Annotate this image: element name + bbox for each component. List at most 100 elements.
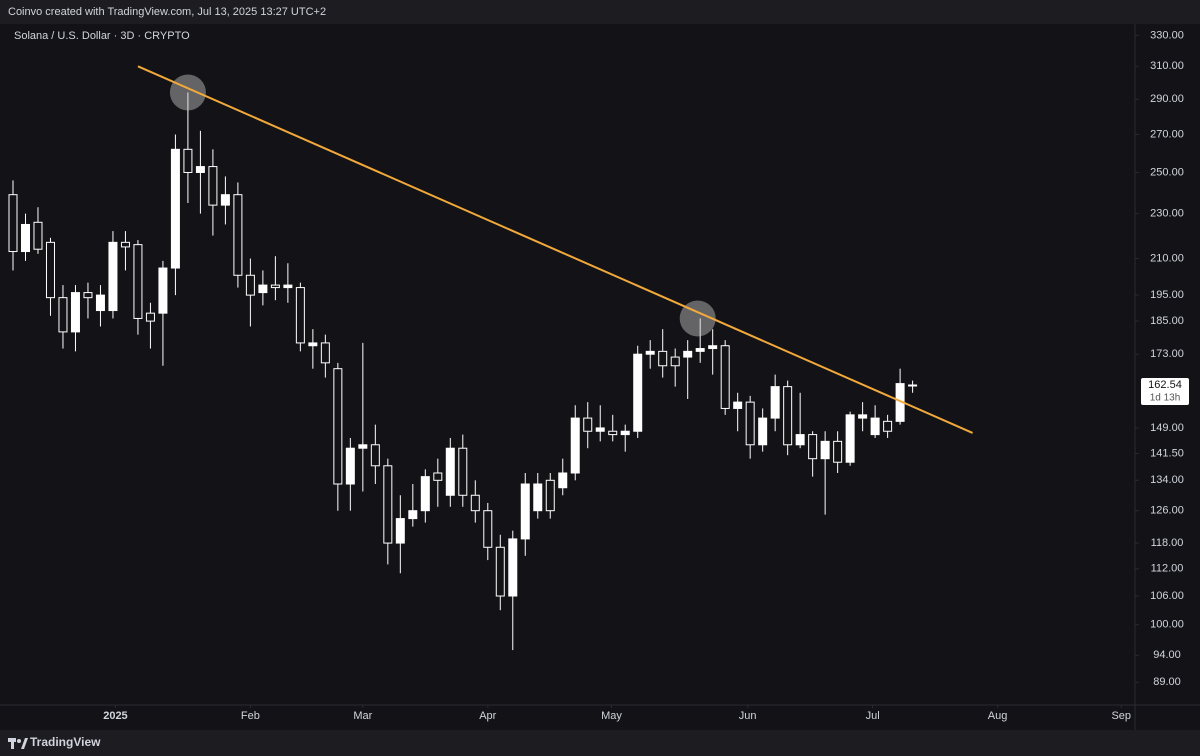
candle-body xyxy=(245,274,255,296)
candle-body xyxy=(620,430,630,436)
candle-body xyxy=(233,194,243,276)
candle-body xyxy=(670,356,680,367)
candle-body xyxy=(533,483,543,512)
candle-body xyxy=(183,148,193,173)
logo xyxy=(8,738,28,749)
candle-body xyxy=(270,284,280,289)
candle-body xyxy=(20,223,30,253)
candle-body xyxy=(583,417,593,432)
y-tick-label: 106.00 xyxy=(1150,590,1184,602)
candle-body xyxy=(108,241,118,312)
candle-body xyxy=(170,148,180,269)
candle-body xyxy=(708,345,718,350)
y-tick-label: 310.00 xyxy=(1150,60,1184,72)
candle-body xyxy=(808,434,818,460)
y-tick-label: 149.00 xyxy=(1150,422,1184,434)
y-tick-label: 89.00 xyxy=(1153,676,1181,688)
candle-body xyxy=(395,518,405,544)
last-price-label: 162.54 xyxy=(1148,379,1182,391)
x-tick-label: May xyxy=(601,710,622,722)
candle-body xyxy=(758,417,768,446)
candle-body xyxy=(495,546,505,597)
candle-body xyxy=(295,287,305,344)
candle-body xyxy=(370,444,380,467)
candle-body xyxy=(883,420,893,432)
top-bar xyxy=(0,0,1200,24)
x-tick-label: Feb xyxy=(241,710,260,722)
y-tick-label: 230.00 xyxy=(1150,208,1184,220)
candle-body xyxy=(520,483,530,540)
x-tick-label: 2025 xyxy=(103,710,127,722)
candle-body xyxy=(8,194,18,253)
y-tick-label: 185.00 xyxy=(1150,315,1184,327)
credit: Coinvo created with TradingView.com, Jul… xyxy=(8,6,326,18)
candle-body xyxy=(483,510,493,548)
candle-body xyxy=(820,440,830,460)
candle-body xyxy=(420,476,430,512)
candle-body xyxy=(33,221,43,250)
candle-body xyxy=(120,241,130,248)
candle-body xyxy=(595,427,605,432)
candle-body xyxy=(770,386,780,419)
y-tick-label: 118.00 xyxy=(1151,537,1184,549)
candle-body xyxy=(508,538,518,597)
candle-body xyxy=(783,386,793,446)
y-tick-label: 100.00 xyxy=(1150,619,1184,631)
candle-body xyxy=(470,494,480,512)
candle-body xyxy=(283,284,293,289)
candle-body xyxy=(83,292,93,299)
candle-body xyxy=(645,350,655,355)
highlight xyxy=(169,74,206,111)
y-tick-label: 195.00 xyxy=(1150,289,1184,301)
candle-body xyxy=(695,348,705,352)
candle-body xyxy=(58,297,68,333)
candle-body xyxy=(570,417,580,474)
candle-body xyxy=(545,479,555,512)
y-tick-label: 112.00 xyxy=(1151,563,1184,575)
x-tick-label: Aug xyxy=(988,710,1008,722)
candle-body xyxy=(633,353,643,432)
candle-body xyxy=(558,472,568,489)
y-tick-label: 290.00 xyxy=(1150,93,1184,105)
candle-body xyxy=(683,350,693,358)
candle-body xyxy=(795,434,805,446)
candle-body xyxy=(733,401,743,409)
y-tick-label: 330.00 xyxy=(1150,29,1184,41)
candle-body xyxy=(658,350,668,367)
candle-body xyxy=(208,166,218,206)
y-tick-label: 270.00 xyxy=(1150,128,1184,140)
candle-body xyxy=(870,417,880,436)
candle-body xyxy=(745,401,755,446)
candle-body xyxy=(45,241,55,299)
candle-body xyxy=(608,430,618,436)
x-tick-label: Apr xyxy=(479,710,496,722)
y-tick-label: 126.00 xyxy=(1150,505,1184,517)
candle-body xyxy=(333,368,343,485)
candle-body xyxy=(458,447,468,496)
candle-body xyxy=(70,292,80,333)
candle-body xyxy=(220,194,230,206)
x-tick-label: Mar xyxy=(353,710,372,722)
brand: TradingView xyxy=(30,735,101,749)
candle-body xyxy=(833,440,843,463)
trendline xyxy=(137,65,973,434)
highlight xyxy=(679,300,716,337)
candle-body xyxy=(95,294,105,312)
candle-body xyxy=(433,472,443,481)
candle-body xyxy=(383,465,393,544)
y-tick-label: 210.00 xyxy=(1150,252,1184,264)
candle-body xyxy=(908,384,918,387)
y-tick-label: 134.00 xyxy=(1150,474,1184,486)
candle-body xyxy=(720,345,730,409)
y-tick-label: 250.00 xyxy=(1150,166,1184,178)
countdown: 1d 13h xyxy=(1150,393,1181,404)
last-price-box xyxy=(1141,377,1189,405)
bottom-bar xyxy=(0,730,1200,756)
x-tick-label: Jun xyxy=(739,710,757,722)
candle-body xyxy=(133,244,143,319)
candle-body xyxy=(408,510,418,520)
candle-body xyxy=(445,447,455,496)
candle-body xyxy=(345,447,355,485)
